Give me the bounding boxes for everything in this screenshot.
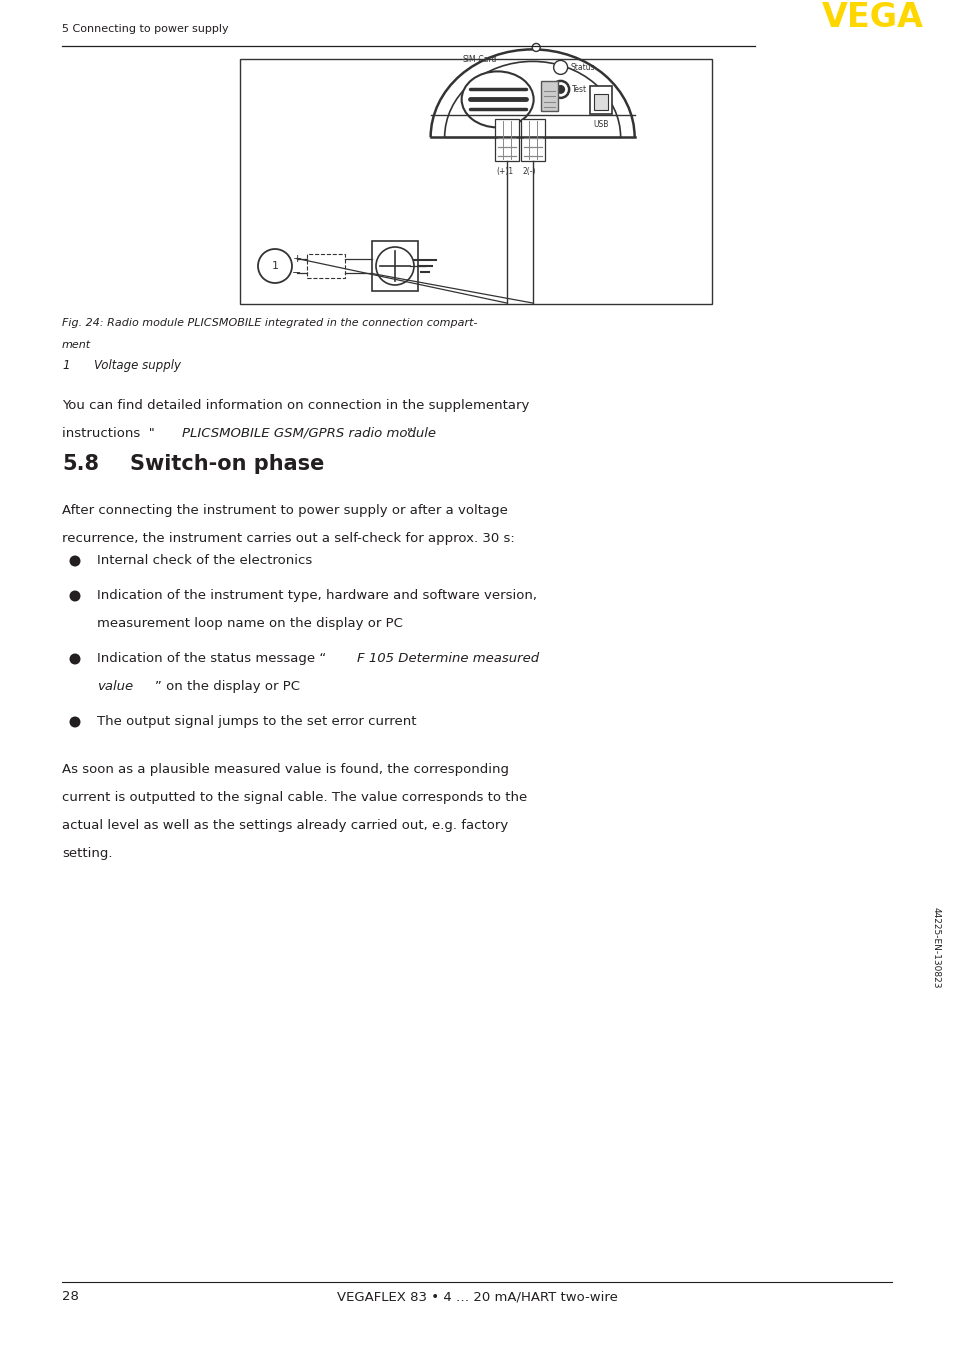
Ellipse shape [461,72,533,127]
Circle shape [70,716,80,727]
Text: recurrence, the instrument carries out a self-check for approx. 30 s:: recurrence, the instrument carries out a… [62,532,515,546]
Circle shape [532,43,539,51]
Text: VEGAFLEX 83 • 4 … 20 mA/HART two-wire: VEGAFLEX 83 • 4 … 20 mA/HART two-wire [336,1290,617,1303]
Bar [372,241,417,291]
Text: 44225-EN-130823: 44225-EN-130823 [930,907,940,988]
Text: instructions  ": instructions " [62,427,154,440]
Text: measurement loop name on the display or PC: measurement loop name on the display or … [97,617,402,630]
Text: Internal check of the electronics: Internal check of the electronics [97,554,312,567]
Text: The output signal jumps to the set error current: The output signal jumps to the set error… [97,715,416,728]
Text: 5.8: 5.8 [62,454,99,474]
Circle shape [553,61,567,74]
Text: value: value [97,680,133,693]
Circle shape [257,249,292,283]
Text: USB: USB [593,121,608,130]
Text: VEGA: VEGA [821,1,923,34]
Text: −: − [292,268,301,279]
Text: ment: ment [62,340,91,349]
Circle shape [70,654,80,665]
Bar [240,60,711,305]
Text: F 105 Determine measured: F 105 Determine measured [356,653,538,665]
Text: Fig. 24: Radio module PLICSMOBILE integrated in the connection compart-: Fig. 24: Radio module PLICSMOBILE integr… [62,318,477,328]
Circle shape [375,246,414,284]
Circle shape [70,555,80,566]
Bar [540,81,558,111]
Text: Switch-on phase: Switch-on phase [130,454,324,474]
Text: ".: ". [406,427,416,440]
Text: Test: Test [571,85,586,93]
Text: SIM-Card: SIM-Card [462,56,497,65]
Bar [589,87,611,114]
Text: As soon as a plausible measured value is found, the corresponding: As soon as a plausible measured value is… [62,764,509,776]
Text: After connecting the instrument to power supply or after a voltage: After connecting the instrument to power… [62,504,507,517]
Text: You can find detailed information on connection in the supplementary: You can find detailed information on con… [62,399,529,412]
Text: 5 Connecting to power supply: 5 Connecting to power supply [62,24,229,34]
Text: PLICSMOBILE GSM/GPRS radio module: PLICSMOBILE GSM/GPRS radio module [182,427,436,440]
Text: 28: 28 [62,1290,79,1303]
Bar [494,119,518,161]
Text: Indication of the status message “: Indication of the status message “ [97,653,326,665]
Text: Indication of the instrument type, hardware and software version,: Indication of the instrument type, hardw… [97,589,537,603]
Text: Status: Status [570,62,595,72]
Bar [307,255,345,278]
Text: (+)1: (+)1 [497,168,514,176]
Text: ” on the display or PC: ” on the display or PC [154,680,299,693]
Text: 1: 1 [62,359,70,372]
Text: setting.: setting. [62,848,112,860]
Circle shape [552,81,569,97]
Bar [520,119,544,161]
Circle shape [70,590,80,601]
Circle shape [556,85,564,93]
Text: 1: 1 [272,261,278,271]
Polygon shape [593,95,607,111]
Text: actual level as well as the settings already carried out, e.g. factory: actual level as well as the settings alr… [62,819,508,831]
Text: 2(-): 2(-) [522,168,536,176]
Text: +: + [292,253,301,264]
Text: Voltage supply: Voltage supply [94,359,181,372]
Text: current is outputted to the signal cable. The value corresponds to the: current is outputted to the signal cable… [62,791,527,804]
